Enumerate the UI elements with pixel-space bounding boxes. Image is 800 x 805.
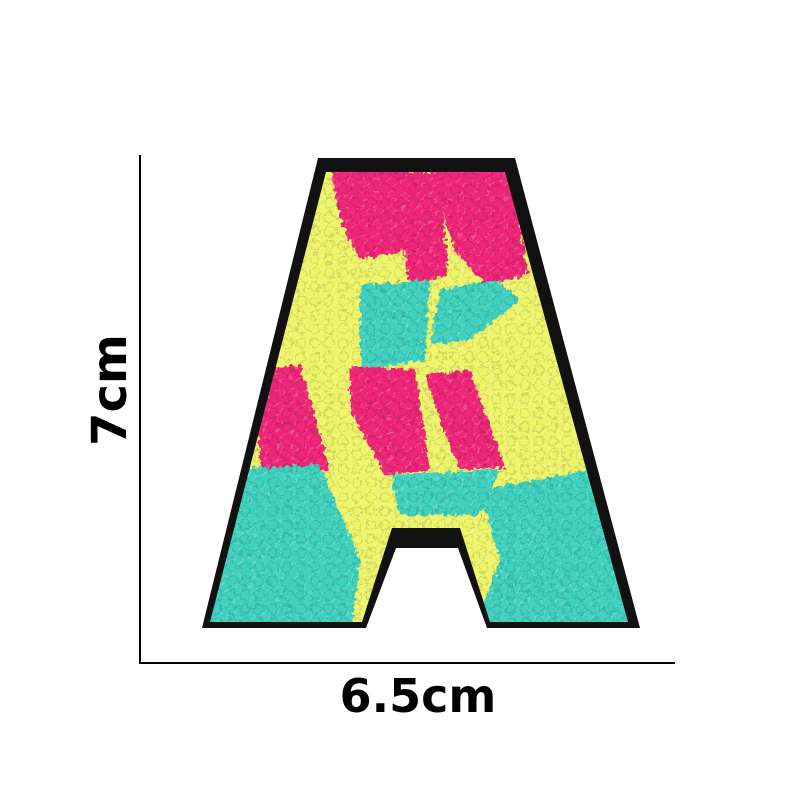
chenille-fill <box>210 172 628 622</box>
width-label: 6.5cm <box>339 669 497 723</box>
loop-texture <box>210 172 628 622</box>
height-label: 7cm <box>82 334 138 446</box>
